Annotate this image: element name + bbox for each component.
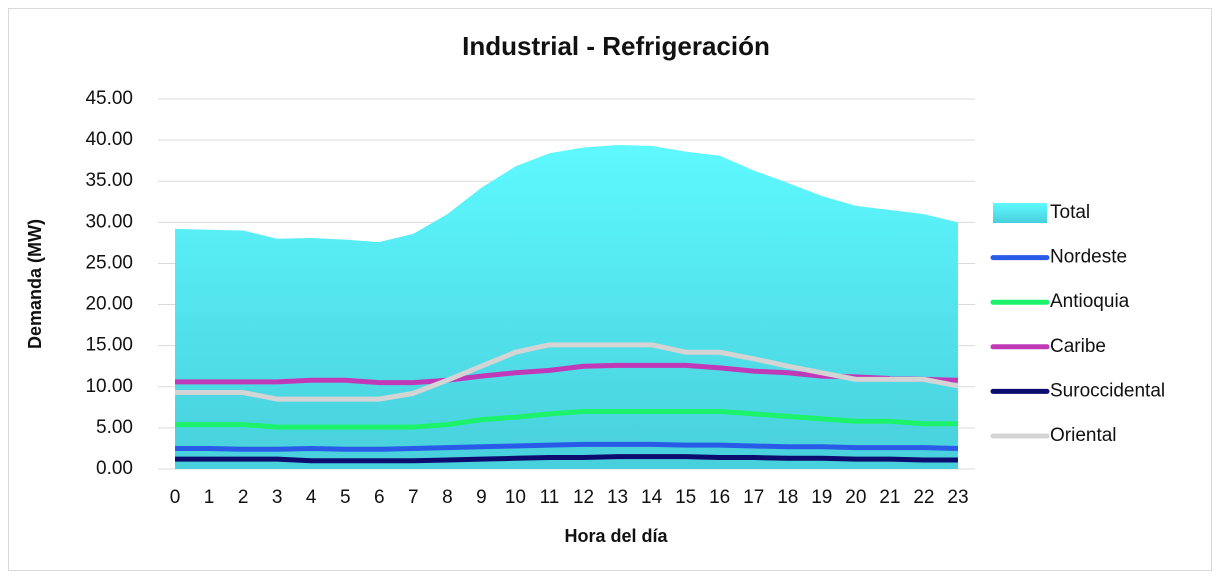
x-tick-label: 20 xyxy=(845,487,866,508)
x-tick-label: 2 xyxy=(238,487,249,508)
y-tick-label: 40.00 xyxy=(85,129,133,150)
x-tick-label: 23 xyxy=(947,487,968,508)
legend-swatch xyxy=(993,203,1047,223)
legend-label: Nordeste xyxy=(1050,247,1127,268)
x-tick-label: 5 xyxy=(340,487,351,508)
y-tick-label: 5.00 xyxy=(96,417,133,438)
y-tick-label: 10.00 xyxy=(85,376,133,397)
x-tick-label: 11 xyxy=(540,487,560,508)
x-tick-label: 14 xyxy=(641,487,663,508)
x-tick-label: 10 xyxy=(505,487,526,508)
y-tick-label: 15.00 xyxy=(85,335,133,356)
legend-label: Oriental xyxy=(1050,425,1117,446)
x-tick-label: 21 xyxy=(879,487,900,508)
x-tick-label: 17 xyxy=(743,487,764,508)
y-tick-label: 0.00 xyxy=(96,458,133,479)
chart-title: Industrial - Refrigeración xyxy=(462,31,770,61)
x-tick-label: 8 xyxy=(442,487,453,508)
x-tick-label: 3 xyxy=(272,487,283,508)
line xyxy=(175,454,958,464)
x-tick-label: 9 xyxy=(476,487,487,508)
legend-label: Caribe xyxy=(1050,336,1106,357)
x-tick-label: 22 xyxy=(913,487,934,508)
legend-label: Total xyxy=(1050,202,1090,223)
x-tick-label: 18 xyxy=(777,487,798,508)
legend-label: Antioquia xyxy=(1050,291,1130,312)
x-tick-label: 16 xyxy=(709,487,730,508)
y-tick-label: 20.00 xyxy=(85,294,133,315)
line xyxy=(175,342,959,402)
y-tick-label: 45.00 xyxy=(85,88,133,109)
x-tick-label: 13 xyxy=(607,487,628,508)
x-tick-label: 15 xyxy=(675,487,696,508)
x-tick-label: 1 xyxy=(204,487,215,508)
y-axis-label: Demanda (MW) xyxy=(25,219,45,349)
y-tick-label: 35.00 xyxy=(85,170,133,191)
legend-label: Suroccidental xyxy=(1050,380,1165,401)
area xyxy=(175,145,958,470)
x-tick-label: 7 xyxy=(408,487,419,508)
x-tick-label: 6 xyxy=(374,487,385,508)
line xyxy=(175,441,959,452)
line xyxy=(175,408,958,430)
x-tick-label: 4 xyxy=(306,487,317,508)
x-tick-label: 12 xyxy=(573,487,594,508)
x-tick-label: 0 xyxy=(170,487,181,508)
y-tick-label: 30.00 xyxy=(85,211,133,232)
x-axis-label: Hora del día xyxy=(564,526,668,546)
y-tick-label: 25.00 xyxy=(85,252,133,273)
x-tick-label: 19 xyxy=(811,487,832,508)
